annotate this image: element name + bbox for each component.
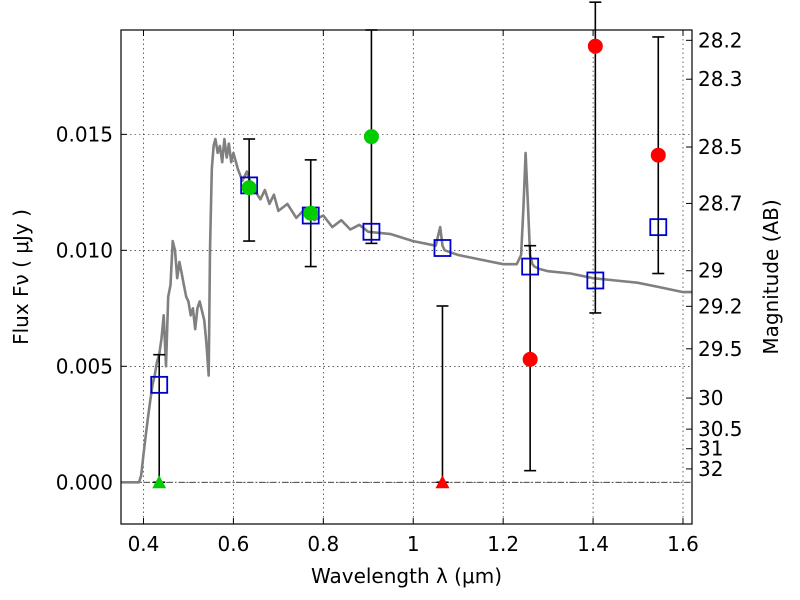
right-y-tick-label: 28.5 [698,135,743,159]
x-tick-label: 1.2 [487,532,519,556]
right-y-tick-label: 28.3 [698,67,743,91]
plot-frame [120,29,693,525]
detection-point [241,180,257,196]
x-tick-label: 0.4 [128,532,160,556]
x-tick-label: 0.6 [217,532,249,556]
model-flux-square [586,271,605,290]
grid-lines [121,30,692,524]
x-tick-label: 0.8 [307,532,339,556]
non-detection-point [650,147,666,163]
right-y-tick-label: 32 [698,457,723,481]
right-y-tick-label: 31 [698,437,723,461]
model-flux-square [362,222,381,241]
model-flux-square [150,375,169,394]
right-y-tick-label: 30 [698,386,723,410]
y-tick-label: 0.000 [56,470,113,494]
x-tick-label: 1.4 [577,532,609,556]
right-y-tick-label: 29 [698,259,723,283]
upper-limit-triangle [435,475,450,489]
right-y-tick-label: 29.2 [698,294,743,318]
axis-ticks: 0.4 0.6 0.8 1 1.2 1.4 1.6 0.000 0.005 0.010 0.015 2… [56,28,743,556]
x-tick-label: 1 [407,532,420,556]
right-y-tick-label: 28.7 [698,191,743,215]
right-y-tick-label: 28.2 [698,28,743,52]
upper-limit-triangle [152,475,167,489]
template-spectrum-line [121,137,692,484]
x-axis-label: Wavelength λ (μm) [311,564,502,588]
y-tick-label: 0.005 [56,354,113,378]
detection-point [363,129,379,145]
non-detection-point [587,38,603,54]
model-flux-square [649,218,668,237]
model-flux-square [433,239,452,257]
right-y-axis-label: Magnitude (AB) [759,199,783,354]
model-flux-square [521,257,540,276]
non-detection-point [522,351,538,367]
y-tick-label: 0.015 [56,122,113,146]
right-y-tick-label: 30.5 [698,417,743,441]
y-axis-label: Flux Fν ( μJy ) [9,209,33,345]
data-series [121,1,692,489]
y-tick-label: 0.010 [56,238,113,262]
detection-point [303,205,319,221]
right-y-tick-label: 29.5 [698,337,743,361]
x-tick-label: 1.6 [667,532,699,556]
